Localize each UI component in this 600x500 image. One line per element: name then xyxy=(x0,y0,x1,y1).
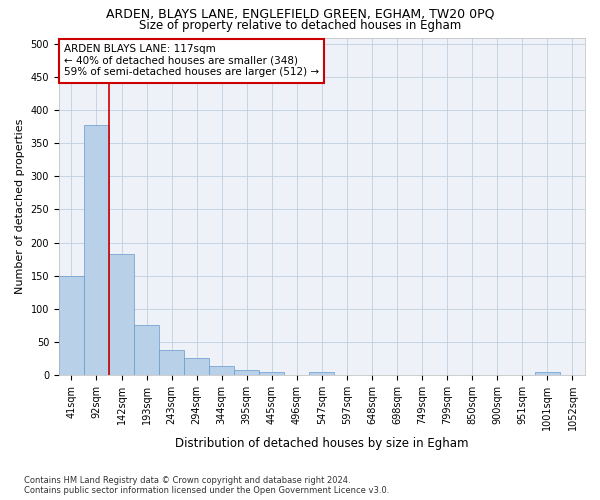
Bar xyxy=(59,276,84,375)
Bar xyxy=(84,125,109,375)
Text: ARDEN, BLAYS LANE, ENGLEFIELD GREEN, EGHAM, TW20 0PQ: ARDEN, BLAYS LANE, ENGLEFIELD GREEN, EGH… xyxy=(106,8,494,20)
Text: Size of property relative to detached houses in Egham: Size of property relative to detached ho… xyxy=(139,18,461,32)
Bar xyxy=(259,372,284,375)
Y-axis label: Number of detached properties: Number of detached properties xyxy=(15,118,25,294)
Text: ARDEN BLAYS LANE: 117sqm
← 40% of detached houses are smaller (348)
59% of semi-: ARDEN BLAYS LANE: 117sqm ← 40% of detach… xyxy=(64,44,319,78)
Bar xyxy=(209,366,234,375)
Bar xyxy=(535,372,560,375)
Bar xyxy=(310,372,334,375)
Bar xyxy=(234,370,259,375)
Bar xyxy=(159,350,184,375)
Bar xyxy=(134,324,159,375)
Text: Contains HM Land Registry data © Crown copyright and database right 2024.
Contai: Contains HM Land Registry data © Crown c… xyxy=(24,476,389,495)
Bar xyxy=(184,358,209,375)
X-axis label: Distribution of detached houses by size in Egham: Distribution of detached houses by size … xyxy=(175,437,469,450)
Bar xyxy=(109,254,134,375)
